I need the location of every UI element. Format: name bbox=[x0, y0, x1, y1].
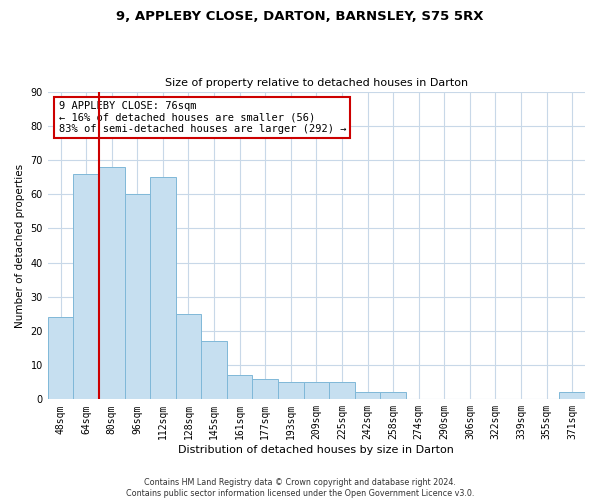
Bar bbox=[559, 392, 585, 400]
Bar bbox=[355, 392, 380, 400]
Text: 9, APPLEBY CLOSE, DARTON, BARNSLEY, S75 5RX: 9, APPLEBY CLOSE, DARTON, BARNSLEY, S75 … bbox=[116, 10, 484, 23]
Bar bbox=[380, 392, 406, 400]
Text: Contains HM Land Registry data © Crown copyright and database right 2024.
Contai: Contains HM Land Registry data © Crown c… bbox=[126, 478, 474, 498]
Title: Size of property relative to detached houses in Darton: Size of property relative to detached ho… bbox=[165, 78, 468, 88]
Bar bbox=[150, 177, 176, 400]
Text: 9 APPLEBY CLOSE: 76sqm
← 16% of detached houses are smaller (56)
83% of semi-det: 9 APPLEBY CLOSE: 76sqm ← 16% of detached… bbox=[59, 101, 346, 134]
Bar bbox=[227, 376, 253, 400]
Bar bbox=[176, 314, 201, 400]
Bar bbox=[253, 379, 278, 400]
Y-axis label: Number of detached properties: Number of detached properties bbox=[15, 164, 25, 328]
Bar bbox=[304, 382, 329, 400]
Bar bbox=[99, 167, 125, 400]
Bar bbox=[278, 382, 304, 400]
Bar bbox=[73, 174, 99, 400]
Bar bbox=[201, 341, 227, 400]
X-axis label: Distribution of detached houses by size in Darton: Distribution of detached houses by size … bbox=[178, 445, 454, 455]
Bar bbox=[329, 382, 355, 400]
Bar bbox=[48, 318, 73, 400]
Bar bbox=[125, 194, 150, 400]
